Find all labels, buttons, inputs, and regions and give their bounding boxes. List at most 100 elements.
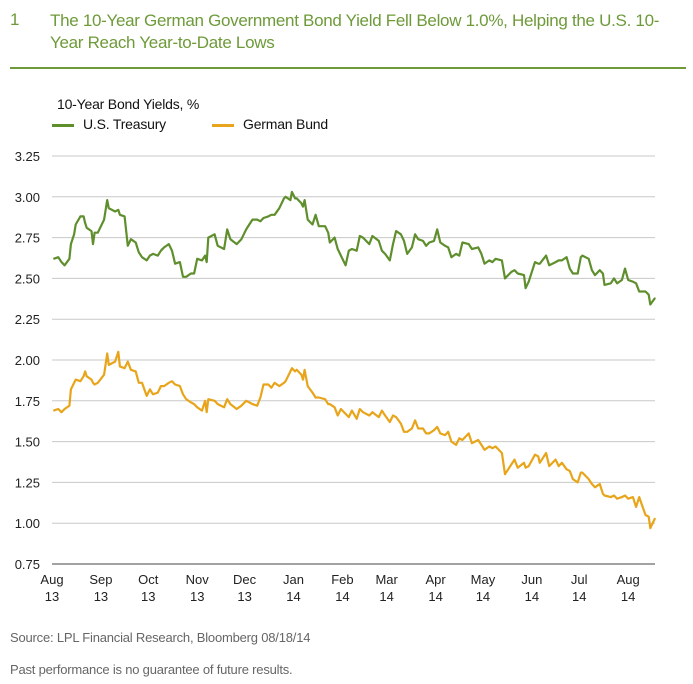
- data-point: [207, 398, 209, 400]
- y-axis-tick-labels: 3.25 3.00 2.75 2.50 2.25 2.00 1.75 1.50 1.25 1.00…: [15, 149, 40, 572]
- data-point: [389, 259, 391, 261]
- data-point: [57, 256, 59, 258]
- data-point: [68, 258, 70, 260]
- data-point: [345, 264, 347, 266]
- x-tick-label-month: Mar: [375, 572, 398, 587]
- data-point: [163, 246, 165, 248]
- data-point: [632, 281, 634, 283]
- data-point: [345, 413, 347, 415]
- data-point: [259, 220, 261, 222]
- data-point: [73, 233, 75, 235]
- data-points-us-treasury: [53, 191, 656, 306]
- data-point: [368, 414, 370, 417]
- data-point: [229, 403, 231, 405]
- data-point: [138, 251, 140, 253]
- data-point: [495, 445, 497, 448]
- y-tick-label: 2.00: [15, 353, 40, 368]
- data-point: [296, 369, 298, 371]
- data-point: [389, 421, 391, 423]
- data-point: [262, 217, 265, 219]
- data-point: [68, 405, 70, 407]
- data-point: [428, 432, 430, 434]
- data-point: [171, 380, 173, 382]
- data-point: [362, 411, 364, 413]
- data-point: [90, 230, 93, 232]
- data-point: [289, 370, 291, 372]
- data-point: [92, 382, 94, 384]
- x-tick: Oct 13: [138, 572, 159, 604]
- x-tick: Sep 13: [89, 572, 112, 604]
- data-point: [471, 248, 473, 250]
- data-point: [558, 465, 560, 467]
- data-point: [455, 444, 457, 446]
- data-point: [635, 506, 637, 508]
- data-point: [160, 385, 162, 387]
- data-point: [594, 274, 596, 276]
- data-point: [248, 223, 250, 226]
- x-tick-label-year: 14: [379, 589, 393, 604]
- data-point: [285, 380, 287, 382]
- data-point: [577, 481, 579, 483]
- data-point: [245, 400, 247, 402]
- series-lines: [53, 190, 656, 530]
- data-point: [525, 287, 527, 289]
- data-point: [179, 261, 181, 263]
- x-tick-label-year: 14: [286, 589, 300, 604]
- legend-label-treasury: U.S. Treasury: [83, 116, 166, 132]
- data-point: [569, 268, 571, 270]
- data-point: [480, 444, 482, 446]
- data-point: [340, 255, 342, 257]
- x-tick-label-month: May: [471, 572, 496, 587]
- data-point: [302, 379, 304, 381]
- data-point: [411, 246, 413, 248]
- data-point: [417, 427, 419, 430]
- data-point: [572, 272, 574, 275]
- data-point: [315, 396, 317, 399]
- data-point: [94, 232, 96, 234]
- data-point: [371, 411, 373, 413]
- data-point: [632, 496, 634, 498]
- data-point: [468, 243, 470, 245]
- data-point: [539, 263, 541, 265]
- x-tick-label-year: 13: [237, 589, 251, 604]
- data-point: [60, 411, 63, 413]
- data-point: [510, 271, 512, 273]
- data-point: [251, 403, 254, 405]
- data-point: [599, 269, 601, 271]
- data-point: [548, 465, 550, 467]
- data-point: [294, 197, 296, 199]
- data-point: [114, 210, 116, 213]
- data-point: [528, 281, 530, 283]
- data-point: [425, 245, 427, 247]
- data-point: [534, 261, 536, 263]
- data-point: [488, 445, 490, 448]
- data-point: [73, 382, 75, 384]
- data-point: [566, 468, 568, 470]
- data-point: [168, 243, 170, 245]
- data-point: [581, 472, 584, 474]
- disclaimer-note: Past performance is no guarantee of futu…: [10, 662, 293, 677]
- data-point: [610, 496, 612, 498]
- data-point: [362, 237, 364, 239]
- data-point: [127, 245, 129, 247]
- data-point: [226, 228, 228, 230]
- data-point: [152, 253, 154, 255]
- data-point: [190, 401, 192, 403]
- data-point: [163, 385, 165, 387]
- y-tick-label: 3.00: [15, 190, 40, 205]
- data-point: [214, 233, 216, 235]
- data-point: [504, 277, 506, 279]
- data-point: [119, 214, 121, 216]
- data-point: [491, 261, 493, 263]
- data-point: [654, 297, 656, 299]
- data-point: [207, 237, 209, 239]
- data-point: [471, 442, 473, 444]
- data-point: [371, 235, 373, 237]
- data-point: [157, 255, 159, 257]
- data-point: [236, 243, 238, 245]
- data-point: [351, 248, 353, 250]
- data-point: [240, 405, 242, 407]
- y-tick-label: 2.25: [15, 312, 40, 327]
- x-tick-label-year: 14: [525, 589, 539, 604]
- data-point: [504, 473, 506, 475]
